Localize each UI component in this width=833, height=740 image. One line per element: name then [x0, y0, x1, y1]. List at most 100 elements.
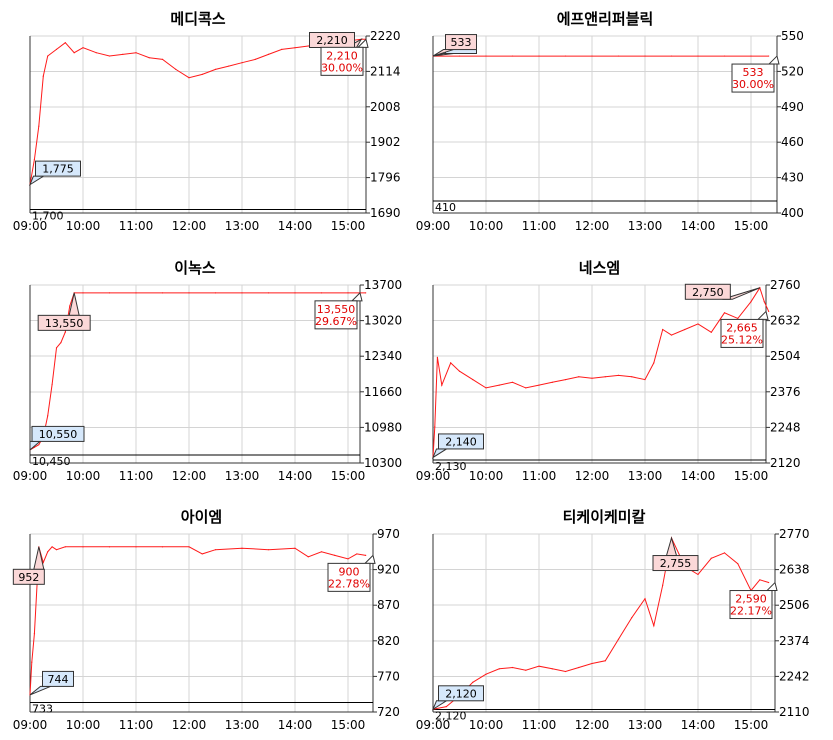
price-point [267, 292, 270, 294]
price-point [31, 661, 33, 663]
price-point [82, 546, 84, 548]
price-point [214, 292, 217, 294]
y-tick-label: 2504 [770, 349, 801, 363]
last-price-value: 2,665 [726, 321, 758, 334]
x-tick-label: 14:00 [681, 219, 716, 233]
price-point [644, 598, 646, 600]
price-point [434, 426, 436, 428]
high-price-callout-text: 533 [451, 36, 472, 49]
y-tick-label: 2008 [370, 100, 401, 114]
low-price-callout-text: 2,140 [445, 435, 477, 448]
price-point [201, 73, 203, 76]
chart-panel-5: 아이엠 970 920 870 820 770 720 09:00 10:00 11:00 12:0… [13, 508, 400, 732]
y-tick-label: 2376 [770, 385, 801, 399]
y-tick-label: 2506 [779, 598, 810, 612]
x-tick-label: 14:00 [278, 219, 313, 233]
price-point [241, 547, 243, 549]
price-point [47, 415, 49, 417]
x-tick-label: 15:00 [331, 219, 366, 233]
y-tick-label: 2110 [779, 705, 810, 719]
price-point [662, 328, 664, 331]
price-point [64, 42, 66, 44]
price-point [188, 77, 190, 79]
price-point [697, 323, 699, 325]
price-point [670, 334, 673, 336]
price-point [201, 553, 203, 555]
last-change-percent: 30.00% [321, 61, 363, 74]
last-price-value: 900 [339, 565, 360, 578]
price-point [108, 546, 111, 548]
price-point [604, 660, 606, 662]
price-point [631, 617, 633, 619]
price-point [51, 546, 53, 548]
y-tick-label: 520 [781, 64, 804, 78]
price-point [551, 668, 553, 670]
price-point [33, 633, 36, 635]
high-price-callout: 2,755 [652, 536, 699, 572]
chart-panel-1: 메디콕스 2220 2114 2008 1902 1796 1690 09:00 10:00 11… [13, 10, 401, 233]
y-tick-label: 1690 [370, 206, 401, 220]
price-point [525, 669, 527, 671]
price-point [737, 317, 739, 319]
high-price-callout-text: 2,755 [660, 557, 692, 570]
y-tick-label: 2374 [779, 634, 810, 648]
price-point [604, 376, 606, 378]
y-tick-label: 11660 [364, 385, 402, 399]
x-tick-label: 09:00 [416, 219, 451, 233]
price-point [347, 292, 349, 294]
price-point [188, 292, 190, 294]
price-point [485, 55, 487, 57]
price-point [47, 551, 49, 553]
price-point [241, 62, 243, 64]
y-tick-label: 2114 [370, 64, 401, 78]
price-point [64, 546, 66, 548]
price-point [750, 301, 752, 303]
x-tick-label: 10:00 [469, 469, 504, 483]
price-point [161, 58, 164, 60]
low-price-callout-text: 1,775 [42, 163, 74, 176]
price-point [525, 387, 527, 389]
x-tick-label: 14:00 [681, 718, 716, 732]
y-tick-label: 2242 [779, 669, 810, 683]
x-tick-label: 11:00 [522, 469, 557, 483]
price-point [267, 53, 270, 55]
high-price-callout-text: 2,210 [316, 34, 348, 47]
price-point [653, 362, 655, 364]
low-price-callout: 10,550 [29, 425, 85, 451]
price-point [710, 557, 712, 559]
price-point [334, 554, 336, 556]
price-point [485, 387, 487, 389]
price-point [55, 48, 58, 50]
price-point [768, 581, 770, 584]
y-tick-label: 2120 [770, 456, 801, 470]
chart-panel-6: 티케이케미칼 2770 2638 2506 2374 2242 2110 09:00 10:00… [416, 508, 810, 732]
price-point [644, 378, 646, 381]
high-price-callout-text: 13,550 [45, 317, 84, 330]
base-price-label: 2,130 [435, 460, 467, 473]
price-point [662, 584, 664, 586]
y-tick-label: 10980 [364, 420, 402, 434]
last-change-percent: 22.17% [730, 605, 772, 618]
price-point [82, 47, 84, 49]
price-point [135, 292, 137, 294]
y-tick-label: 970 [377, 527, 400, 541]
x-tick-label: 10:00 [66, 469, 101, 483]
last-price-value: 533 [743, 66, 764, 79]
price-point [267, 549, 270, 551]
chart-title: 네스엠 [579, 259, 620, 277]
x-tick-label: 14:00 [278, 469, 313, 483]
price-point [108, 292, 111, 294]
price-point [254, 58, 256, 60]
y-tick-label: 2760 [770, 278, 801, 292]
price-point [763, 301, 765, 303]
y-tick-label: 1902 [370, 135, 401, 149]
price-point [441, 384, 443, 386]
last-change-percent: 29.67% [315, 315, 357, 328]
price-point [294, 292, 296, 294]
y-tick-label: 10300 [364, 456, 402, 470]
